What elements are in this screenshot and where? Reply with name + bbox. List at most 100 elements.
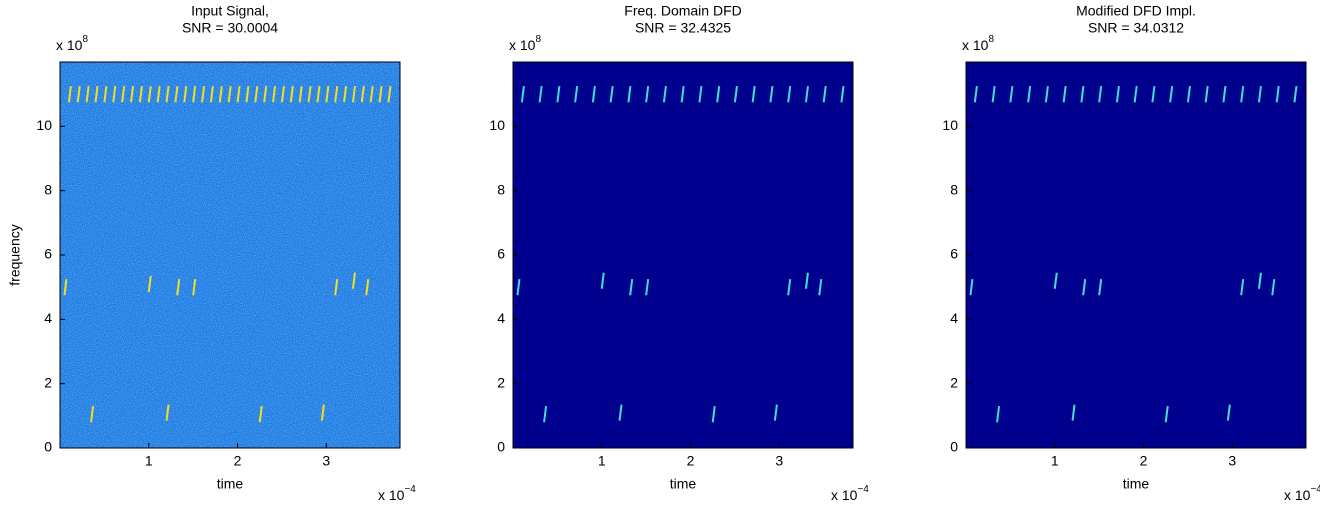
multiplier-base: x 10: [831, 487, 858, 503]
spectral-mark: [1257, 272, 1262, 289]
spectral-mark: [183, 86, 188, 103]
y-tick-label: 10: [36, 117, 52, 133]
y-tick-label: 8: [44, 181, 52, 197]
chart-title: SNR = 30.0004: [182, 20, 278, 36]
spectral-mark: [1240, 86, 1245, 103]
spectral-mark: [1009, 86, 1014, 103]
x-tick-label: 1: [598, 453, 606, 469]
spectral-mark: [1044, 86, 1049, 103]
x-axis-label: time: [670, 476, 697, 492]
spectral-mark: [130, 86, 135, 103]
spectral-mark: [1222, 86, 1227, 103]
spectral-mark: [516, 279, 521, 296]
spectral-mark: [112, 86, 117, 103]
spectral-mark: [1082, 279, 1087, 296]
spectral-mark: [165, 86, 170, 103]
spectral-mark: [365, 279, 370, 296]
y-tick-label: 2: [44, 374, 52, 390]
spectral-mark: [351, 86, 356, 103]
spectral-mark: [716, 86, 721, 103]
plot-background: [966, 62, 1306, 448]
spectral-mark: [840, 86, 845, 103]
axis-multiplier: x 108: [56, 34, 88, 53]
multiplier-base: x 10: [378, 487, 405, 503]
x-axis-label: time: [1123, 476, 1150, 492]
spectral-mark: [218, 86, 223, 103]
spectral-mark: [574, 86, 579, 103]
spectral-mark: [591, 86, 596, 103]
y-tick-label: 2: [950, 374, 958, 390]
spectral-mark: [662, 86, 667, 103]
spectral-mark: [121, 86, 126, 103]
noise: [60, 62, 400, 448]
spectral-mark: [538, 86, 543, 103]
spectral-mark: [543, 406, 548, 423]
spectral-mark: [787, 279, 792, 296]
spectral-mark: [236, 86, 241, 103]
spectral-mark: [769, 86, 774, 103]
spectral-mark: [1062, 86, 1067, 103]
x-tick-label: 2: [1140, 453, 1148, 469]
x-tick-label: 2: [234, 453, 242, 469]
multiplier-base: x 10: [56, 37, 83, 53]
spectral-mark: [773, 404, 778, 421]
spectral-mark: [751, 86, 756, 103]
multiplier-base: x 10: [1284, 487, 1311, 503]
spectral-mark: [138, 86, 143, 103]
y-tick-label: 4: [950, 310, 958, 326]
multiplier-base: x 10: [962, 37, 989, 53]
chart-title: Input Signal,: [191, 3, 269, 19]
x-tick-label: 1: [145, 453, 153, 469]
chart-title: SNR = 34.0312: [1088, 20, 1184, 36]
plot-background: [513, 62, 853, 448]
chart-title: Modified DFD Impl.: [1076, 3, 1196, 19]
spectral-mark: [1204, 86, 1209, 103]
spectral-mark: [711, 406, 716, 423]
spectral-mark: [1226, 404, 1231, 421]
spectral-mark: [272, 86, 277, 103]
spectral-mark: [645, 86, 650, 103]
axis-multiplier: x 10−4: [378, 484, 416, 503]
y-tick-label: 0: [950, 439, 958, 455]
spectral-mark: [1027, 86, 1032, 103]
spectral-mark: [1275, 86, 1280, 103]
spectral-mark: [254, 86, 259, 103]
spectral-mark: [192, 86, 197, 103]
y-axis-label: frequency: [7, 224, 23, 285]
spectral-mark: [227, 86, 232, 103]
spectral-mark: [174, 86, 179, 103]
y-tick-label: 6: [44, 246, 52, 262]
spectral-mark: [996, 406, 1001, 423]
y-tick-label: 0: [497, 439, 505, 455]
spectral-mark: [1169, 86, 1174, 103]
y-tick-label: 2: [497, 374, 505, 390]
chart-title: Freq. Domain DFD: [624, 3, 741, 19]
spectral-mark: [973, 86, 978, 103]
spectral-mark: [680, 86, 685, 103]
spectral-mark: [76, 86, 81, 103]
spectral-mark: [1053, 272, 1058, 289]
spectral-mark: [156, 86, 161, 103]
spectral-mark: [991, 86, 996, 103]
spectral-mark: [822, 86, 827, 103]
spectral-mark: [1257, 86, 1262, 103]
spectral-mark: [369, 86, 374, 103]
spectral-mark: [618, 404, 623, 421]
spectral-mark: [556, 86, 561, 103]
axis-multiplier: x 108: [509, 34, 541, 53]
x-tick-label: 3: [322, 453, 330, 469]
x-tick-label: 3: [775, 453, 783, 469]
spectral-mark: [1151, 86, 1156, 103]
multiplier-exponent: 8: [82, 34, 88, 45]
spectral-mark: [387, 86, 392, 103]
spectral-mark: [307, 86, 312, 103]
spectral-mark: [63, 279, 68, 296]
spectral-mark: [103, 86, 108, 103]
spectral-mark: [201, 86, 206, 103]
spectral-mark: [1240, 279, 1245, 296]
spectral-mark: [609, 86, 614, 103]
spectral-mark: [245, 86, 250, 103]
x-tick-label: 3: [1228, 453, 1236, 469]
spectral-mark: [289, 86, 294, 103]
